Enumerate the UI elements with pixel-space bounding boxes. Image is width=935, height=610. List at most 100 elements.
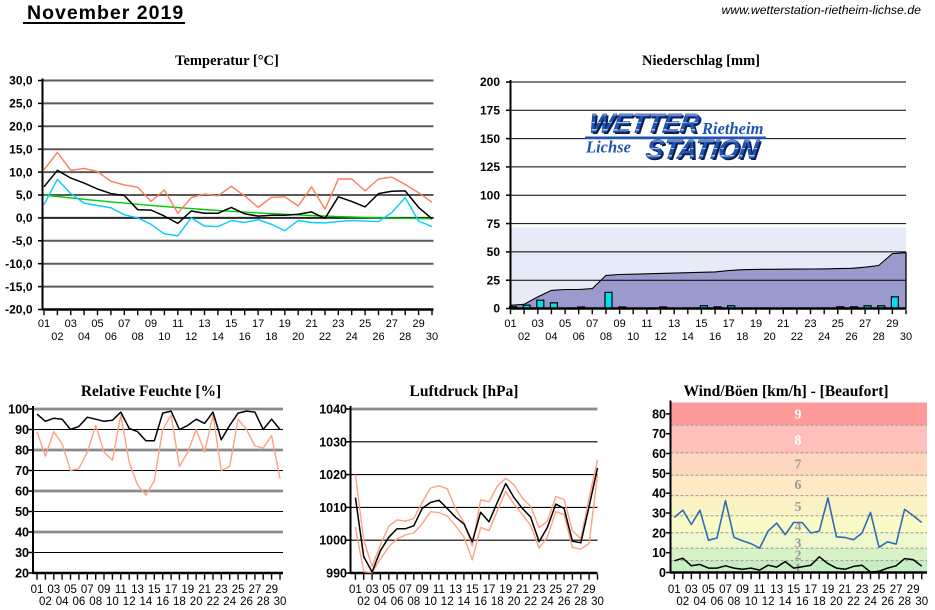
svg-text:14: 14 [779, 596, 792, 608]
svg-text:08: 08 [89, 596, 102, 608]
svg-text:29: 29 [265, 584, 278, 596]
svg-text:24: 24 [864, 596, 877, 608]
svg-text:25: 25 [832, 318, 844, 330]
svg-text:1030: 1030 [319, 435, 347, 449]
svg-text:09: 09 [613, 318, 625, 330]
svg-text:100: 100 [8, 403, 29, 417]
svg-text:Niederschlag [mm]: Niederschlag [mm] [642, 53, 760, 69]
svg-text:03: 03 [65, 318, 77, 330]
svg-text:30: 30 [591, 596, 604, 608]
svg-text:24: 24 [541, 596, 554, 608]
svg-text:Temperatur [°C]: Temperatur [°C] [175, 53, 279, 69]
svg-text:18: 18 [173, 596, 186, 608]
svg-text:40: 40 [15, 526, 29, 540]
svg-text:24: 24 [818, 331, 830, 343]
svg-text:23: 23 [332, 318, 344, 330]
svg-text:27: 27 [566, 584, 579, 596]
svg-text:17: 17 [165, 584, 178, 596]
svg-text:28: 28 [257, 596, 270, 608]
svg-text:12: 12 [441, 596, 454, 608]
svg-text:1: 1 [795, 561, 802, 576]
svg-text:2: 2 [795, 549, 802, 564]
svg-text:20: 20 [190, 596, 203, 608]
svg-text:20: 20 [763, 331, 775, 343]
svg-text:23: 23 [215, 584, 228, 596]
svg-text:10: 10 [106, 596, 119, 608]
svg-text:1040: 1040 [319, 403, 347, 417]
svg-text:25: 25 [873, 584, 886, 596]
svg-text:16: 16 [709, 331, 721, 343]
svg-text:09: 09 [416, 584, 429, 596]
svg-text:02: 02 [676, 596, 689, 608]
svg-text:01: 01 [668, 584, 681, 596]
svg-text:03: 03 [47, 584, 60, 596]
svg-text:11: 11 [433, 584, 445, 596]
svg-text:12: 12 [185, 331, 197, 343]
svg-text:06: 06 [573, 331, 585, 343]
svg-text:15,0: 15,0 [9, 142, 33, 156]
svg-text:1020: 1020 [319, 468, 347, 482]
svg-text:07: 07 [118, 318, 130, 330]
svg-text:21: 21 [198, 584, 211, 596]
svg-text:05: 05 [91, 318, 103, 330]
svg-text:STATION: STATION [646, 135, 764, 166]
svg-text:15: 15 [466, 584, 479, 596]
svg-text:1010: 1010 [319, 501, 347, 515]
svg-text:150: 150 [480, 132, 500, 146]
svg-text:11: 11 [754, 584, 766, 596]
svg-text:02: 02 [39, 596, 52, 608]
svg-text:15: 15 [225, 318, 237, 330]
svg-text:14: 14 [140, 596, 153, 608]
svg-text:75: 75 [487, 217, 501, 231]
svg-text:20: 20 [508, 596, 521, 608]
svg-text:18: 18 [265, 331, 277, 343]
svg-text:14: 14 [212, 331, 224, 343]
svg-text:-20,0: -20,0 [5, 303, 33, 317]
svg-text:5: 5 [795, 500, 802, 515]
svg-text:0: 0 [493, 302, 500, 316]
svg-text:22: 22 [207, 596, 220, 608]
svg-text:30: 30 [15, 546, 29, 560]
svg-text:20: 20 [830, 596, 843, 608]
svg-text:23: 23 [804, 318, 816, 330]
svg-text:16: 16 [239, 331, 251, 343]
svg-text:13: 13 [131, 584, 144, 596]
svg-text:01: 01 [38, 318, 50, 330]
svg-text:30: 30 [274, 596, 287, 608]
svg-text:17: 17 [804, 584, 817, 596]
svg-text:09: 09 [145, 318, 157, 330]
svg-text:07: 07 [81, 584, 94, 596]
svg-text:13: 13 [668, 318, 680, 330]
svg-text:50: 50 [487, 245, 501, 259]
svg-text:02: 02 [51, 331, 63, 343]
svg-text:100: 100 [480, 188, 500, 202]
svg-text:26: 26 [558, 596, 571, 608]
svg-text:11: 11 [641, 318, 652, 330]
svg-text:-10,0: -10,0 [5, 257, 33, 271]
svg-text:28: 28 [574, 596, 587, 608]
svg-text:07: 07 [399, 584, 412, 596]
svg-text:24: 24 [223, 596, 236, 608]
svg-text:22: 22 [319, 331, 331, 343]
svg-text:21: 21 [516, 584, 529, 596]
svg-text:20: 20 [15, 567, 29, 581]
svg-text:WETTER: WETTER [589, 109, 704, 140]
svg-text:08: 08 [728, 596, 741, 608]
svg-text:175: 175 [480, 104, 500, 118]
svg-text:25,0: 25,0 [9, 97, 33, 111]
svg-text:05: 05 [702, 584, 715, 596]
svg-text:40: 40 [652, 487, 666, 501]
svg-text:13: 13 [198, 318, 210, 330]
svg-text:80: 80 [15, 444, 29, 458]
svg-text:10,0: 10,0 [9, 165, 33, 179]
svg-text:21: 21 [839, 584, 852, 596]
svg-text:19: 19 [181, 584, 194, 596]
svg-text:80: 80 [652, 407, 666, 421]
svg-text:06: 06 [391, 596, 404, 608]
svg-text:Lichse: Lichse [585, 138, 631, 157]
svg-text:12: 12 [762, 596, 775, 608]
svg-text:03: 03 [685, 584, 698, 596]
svg-text:26: 26 [240, 596, 253, 608]
svg-text:01: 01 [349, 584, 362, 596]
svg-text:30: 30 [426, 331, 438, 343]
